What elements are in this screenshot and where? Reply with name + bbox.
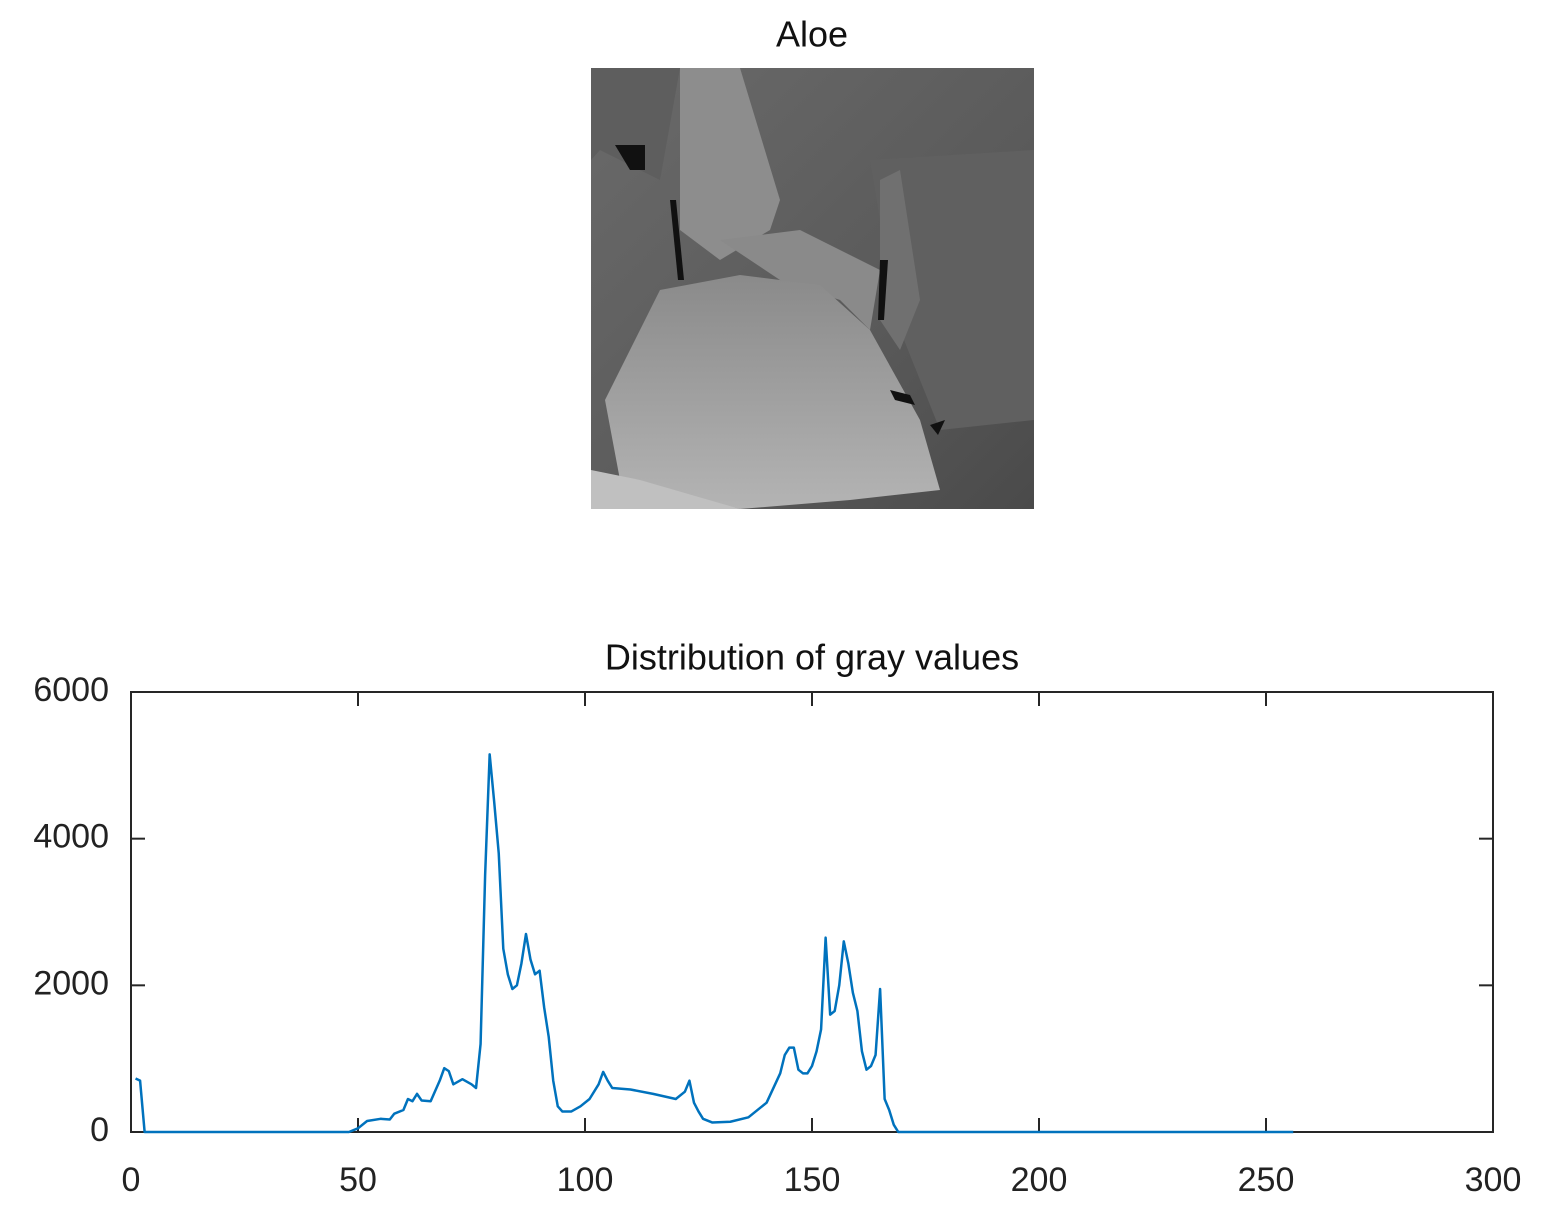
x-tick-label: 100 [557, 1161, 614, 1199]
x-tick-label: 250 [1238, 1161, 1295, 1199]
x-tick-label: 50 [339, 1161, 377, 1199]
x-tick-label: 300 [1465, 1161, 1522, 1199]
x-tick-label: 150 [784, 1161, 841, 1199]
y-tick-label: 0 [90, 1111, 109, 1149]
chart-title: Distribution of gray values [605, 637, 1019, 678]
y-tick-label: 6000 [33, 671, 109, 709]
x-tick-label: 200 [1011, 1161, 1068, 1199]
image-title: Aloe [776, 14, 848, 55]
y-tick-label: 2000 [33, 964, 109, 1002]
x-tick-label: 0 [122, 1161, 141, 1199]
depth-image [591, 68, 1034, 509]
data-line [134, 753, 1294, 1134]
y-tick-label: 4000 [33, 818, 109, 856]
